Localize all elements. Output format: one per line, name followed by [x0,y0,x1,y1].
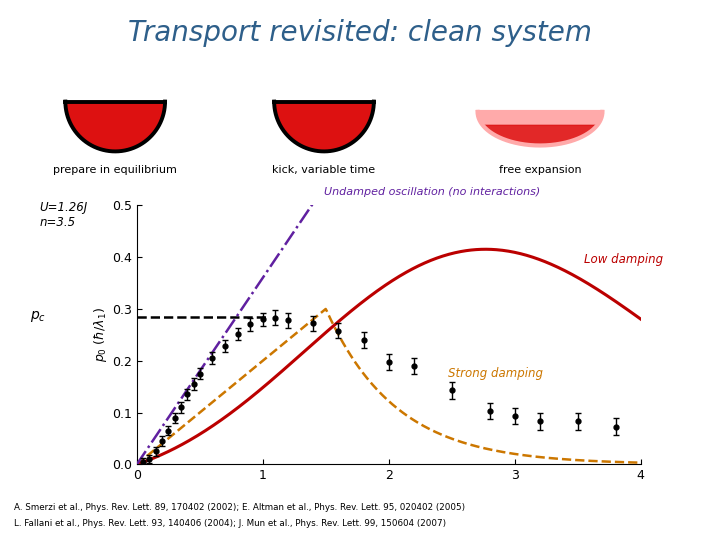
Text: L. Fallani et al., Phys. Rev. Lett. 93, 140406 (2004); J. Mun et al., Phys. Rev.: L. Fallani et al., Phys. Rev. Lett. 93, … [14,519,446,529]
Text: Low damping: Low damping [584,253,663,266]
Text: prepare in equilibrium: prepare in equilibrium [53,165,177,175]
Polygon shape [66,102,165,151]
Text: free expansion: free expansion [499,165,581,175]
Text: Undamped oscillation (no interactions): Undamped oscillation (no interactions) [324,187,540,197]
Text: Transport revisited: clean system: Transport revisited: clean system [128,19,592,47]
Text: $p_c$: $p_c$ [30,309,46,324]
Text: Strong damping: Strong damping [449,367,544,380]
Polygon shape [477,112,603,145]
Polygon shape [483,125,597,145]
Polygon shape [274,102,374,151]
Y-axis label: $p_0\ (\hbar/\lambda_1)$: $p_0\ (\hbar/\lambda_1)$ [92,307,109,362]
Text: kick, variable time: kick, variable time [272,165,376,175]
Text: U=1.26J: U=1.26J [40,201,88,214]
Text: n=3.5: n=3.5 [40,216,76,229]
Text: A. Smerzi et al., Phys. Rev. Lett. 89, 170402 (2002); E. Altman et al., Phys. Re: A. Smerzi et al., Phys. Rev. Lett. 89, 1… [14,503,466,512]
